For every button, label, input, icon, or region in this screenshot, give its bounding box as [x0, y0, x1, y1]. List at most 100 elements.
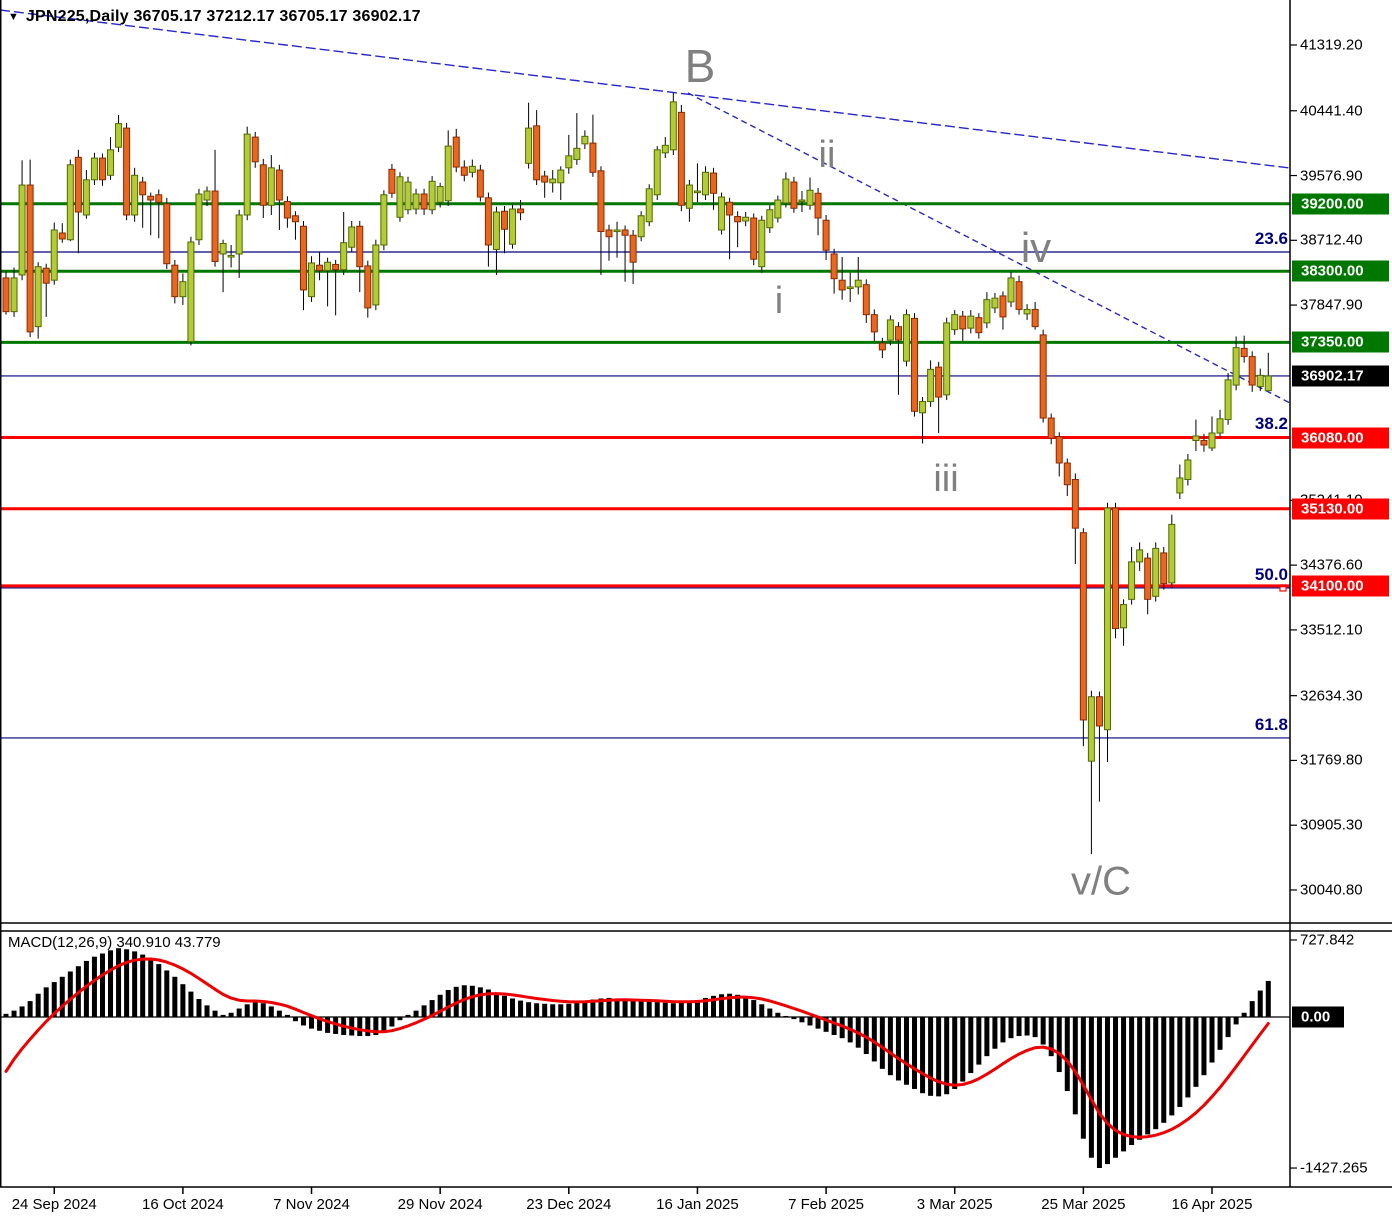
- candle: [1264, 375, 1272, 392]
- macd-histogram-bar: [268, 1006, 274, 1017]
- price-axis-label: 30905.30: [1300, 816, 1363, 834]
- fibonacci-level-label: 61.8: [1254, 714, 1288, 734]
- candle: [613, 229, 621, 233]
- candle: [919, 401, 927, 414]
- macd-indicator-label: MACD(12,26,9) 340.910 43.779: [8, 934, 221, 951]
- macd-histogram-bar: [807, 1017, 813, 1026]
- macd-histogram-bar: [180, 984, 186, 1017]
- candle: [412, 193, 420, 210]
- macd-histogram-bar: [1169, 1017, 1175, 1116]
- candle: [822, 219, 830, 251]
- date-axis-label: 23 Dec 2024: [526, 1196, 612, 1213]
- macd-histogram-bar: [99, 953, 105, 1017]
- candle: [1063, 462, 1071, 486]
- macd-histogram-bar: [1121, 1017, 1127, 1152]
- candle: [1152, 547, 1160, 597]
- candle: [557, 169, 565, 184]
- candle: [90, 157, 98, 181]
- candle: [701, 171, 709, 196]
- macd-histogram-bar: [678, 1002, 684, 1017]
- candle: [517, 208, 525, 214]
- macd-histogram-bar: [413, 1010, 419, 1017]
- macd-histogram-bar: [518, 1000, 524, 1017]
- candle: [589, 142, 597, 173]
- candle: [1047, 417, 1055, 439]
- candle: [629, 234, 637, 263]
- candle: [750, 217, 758, 260]
- macd-histogram-bar: [936, 1017, 942, 1097]
- macd-histogram-bar: [124, 949, 130, 1017]
- candle: [428, 180, 436, 211]
- candle: [187, 241, 195, 343]
- price-axis-label: 33512.10: [1300, 621, 1363, 639]
- macd-histogram-bar: [365, 1017, 371, 1037]
- elliott-wave-label: iv: [1021, 224, 1051, 271]
- macd-histogram-bar: [751, 1000, 757, 1017]
- candle: [685, 184, 693, 209]
- candle: [894, 326, 902, 341]
- macd-histogram-bar: [1145, 1017, 1151, 1135]
- candle: [693, 190, 701, 194]
- macd-histogram-bar: [91, 956, 97, 1017]
- candle: [444, 145, 452, 202]
- candle: [372, 244, 380, 306]
- macd-histogram-bar: [1241, 1012, 1247, 1017]
- candle: [1039, 334, 1047, 419]
- support-price-badge: 34100.00: [1292, 575, 1389, 597]
- macd-histogram-bar: [188, 991, 194, 1017]
- candle: [525, 127, 533, 164]
- candle: [1168, 523, 1176, 584]
- macd-histogram-bar: [357, 1017, 363, 1037]
- resistance-price-badge: 39200.00: [1292, 193, 1389, 215]
- candle: [975, 317, 983, 334]
- macd-histogram-bar: [735, 994, 741, 1017]
- macd-histogram-bar: [1153, 1017, 1159, 1130]
- candle: [1087, 696, 1095, 762]
- date-axis-label: 7 Feb 2025: [788, 1196, 865, 1213]
- macd-histogram-bar: [252, 1001, 258, 1017]
- candle: [364, 265, 372, 309]
- macd-histogram-bar: [574, 1002, 580, 1017]
- candle: [147, 195, 155, 201]
- macd-histogram-bar: [156, 964, 162, 1017]
- candle: [718, 196, 726, 231]
- candle: [163, 203, 171, 265]
- candle: [621, 229, 629, 236]
- macd-histogram-bar: [1048, 1017, 1054, 1057]
- macd-histogram-bar: [19, 1006, 25, 1017]
- macd-histogram-bar: [1000, 1017, 1006, 1043]
- macd-histogram-bar: [960, 1017, 966, 1082]
- macd-histogram-bar: [389, 1017, 395, 1027]
- macd-histogram-bar: [1024, 1017, 1030, 1036]
- candle: [645, 188, 653, 223]
- elliott-wave-label: i: [775, 280, 783, 322]
- candle: [782, 178, 790, 204]
- candle: [1007, 277, 1015, 303]
- symbol-dropdown-icon: ▼: [8, 10, 19, 23]
- candle: [999, 295, 1007, 318]
- macd-histogram-bar: [51, 982, 57, 1017]
- candle: [1071, 478, 1079, 529]
- macd-histogram-bar: [1265, 980, 1271, 1017]
- price-axis-label: 34376.60: [1300, 556, 1363, 574]
- candle: [677, 111, 685, 206]
- macd-histogram-bar: [1209, 1017, 1215, 1063]
- candle: [726, 201, 734, 216]
- macd-histogram-bar: [558, 1004, 564, 1017]
- macd-histogram-bar: [542, 1003, 548, 1017]
- candle: [332, 263, 340, 271]
- symbol-ohlc-title: JPN225,Daily 36705.17 37212.17 36705.17 …: [25, 8, 421, 25]
- candle: [98, 157, 106, 181]
- candle: [227, 254, 235, 258]
- macd-histogram-bar: [108, 950, 114, 1017]
- candle: [597, 170, 605, 232]
- macd-histogram-bar: [164, 970, 170, 1017]
- candle: [283, 201, 291, 219]
- macd-histogram-bar: [654, 1002, 660, 1017]
- price-axis-label: 30040.80: [1300, 881, 1363, 899]
- macd-histogram-bar: [1072, 1017, 1078, 1115]
- macd-histogram-bar: [638, 1001, 644, 1017]
- macd-histogram-bar: [220, 1014, 226, 1017]
- macd-histogram-bar: [952, 1017, 958, 1089]
